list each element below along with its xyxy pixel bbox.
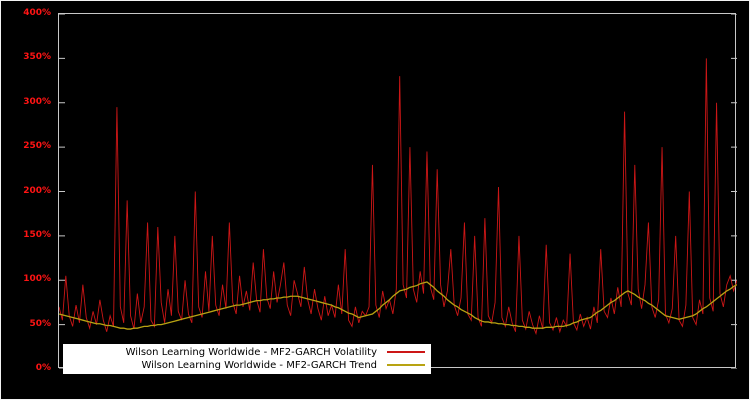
chart-canvas <box>59 14 737 369</box>
y-tick-label: 100% <box>23 274 51 285</box>
legend-label-volatility: Wilson Learning Worldwide - MF2-GARCH Vo… <box>125 346 377 358</box>
y-tick-label: 0% <box>35 363 51 373</box>
y-tick-label: 200% <box>23 185 51 196</box>
y-tick-label: 250% <box>23 141 51 152</box>
legend-item-trend: Wilson Learning Worldwide - MF2-GARCH Tr… <box>69 359 425 371</box>
volatility-series-line <box>59 58 737 336</box>
y-tick-label: 300% <box>23 96 51 107</box>
legend-label-trend: Wilson Learning Worldwide - MF2-GARCH Tr… <box>141 359 377 371</box>
trend-series-line <box>59 281 737 330</box>
y-tick-label: 350% <box>23 52 51 63</box>
y-tick-label: 50% <box>29 318 51 329</box>
legend: Wilson Learning Worldwide - MF2-GARCH Vo… <box>63 344 431 374</box>
y-tick-label: 400% <box>23 8 51 18</box>
legend-line-trend-icon <box>387 364 425 366</box>
legend-line-volatility-icon <box>387 351 425 353</box>
legend-item-volatility: Wilson Learning Worldwide - MF2-GARCH Vo… <box>69 346 425 358</box>
y-axis: 0% 50% 100% 150% 200% 250% 300% 350% 400% <box>1 8 53 373</box>
y-tick-label: 150% <box>23 229 51 240</box>
plot-area <box>58 13 737 369</box>
